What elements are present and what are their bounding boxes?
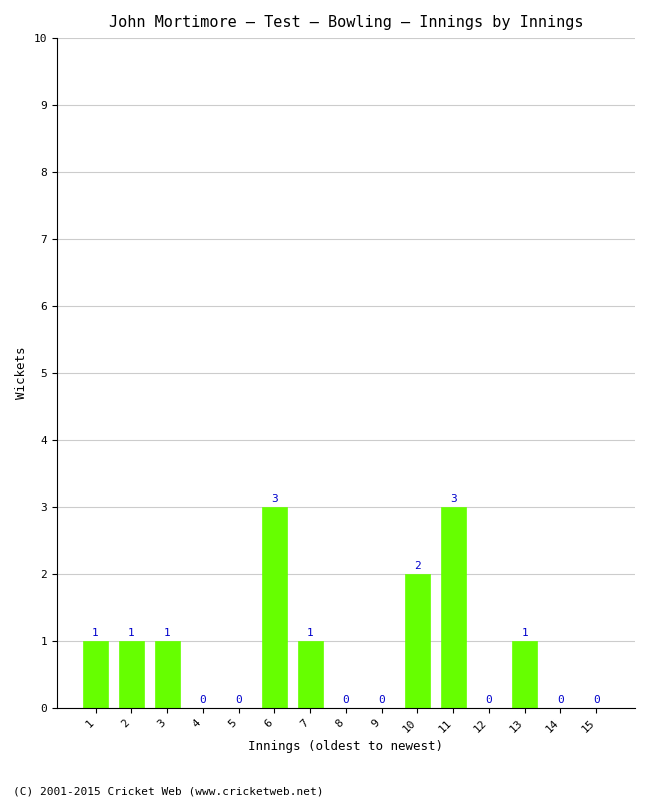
Y-axis label: Wickets: Wickets: [15, 347, 28, 399]
Text: 0: 0: [378, 694, 385, 705]
Bar: [119, 641, 144, 708]
Text: 1: 1: [307, 628, 313, 638]
Text: 1: 1: [128, 628, 135, 638]
Text: 0: 0: [486, 694, 492, 705]
Bar: [298, 641, 322, 708]
Text: 3: 3: [271, 494, 278, 504]
Text: 1: 1: [92, 628, 99, 638]
Bar: [155, 641, 179, 708]
Bar: [512, 641, 537, 708]
Bar: [262, 507, 287, 708]
Text: 0: 0: [200, 694, 206, 705]
Text: 0: 0: [343, 694, 349, 705]
Text: 1: 1: [521, 628, 528, 638]
Bar: [405, 574, 430, 708]
Text: 2: 2: [414, 561, 421, 570]
Title: John Mortimore – Test – Bowling – Innings by Innings: John Mortimore – Test – Bowling – Inning…: [109, 15, 583, 30]
Bar: [83, 641, 108, 708]
Bar: [441, 507, 465, 708]
Text: 1: 1: [164, 628, 170, 638]
Text: (C) 2001-2015 Cricket Web (www.cricketweb.net): (C) 2001-2015 Cricket Web (www.cricketwe…: [13, 786, 324, 796]
Text: 0: 0: [235, 694, 242, 705]
Text: 3: 3: [450, 494, 456, 504]
Text: 0: 0: [557, 694, 564, 705]
Text: 0: 0: [593, 694, 599, 705]
X-axis label: Innings (oldest to newest): Innings (oldest to newest): [248, 740, 443, 753]
